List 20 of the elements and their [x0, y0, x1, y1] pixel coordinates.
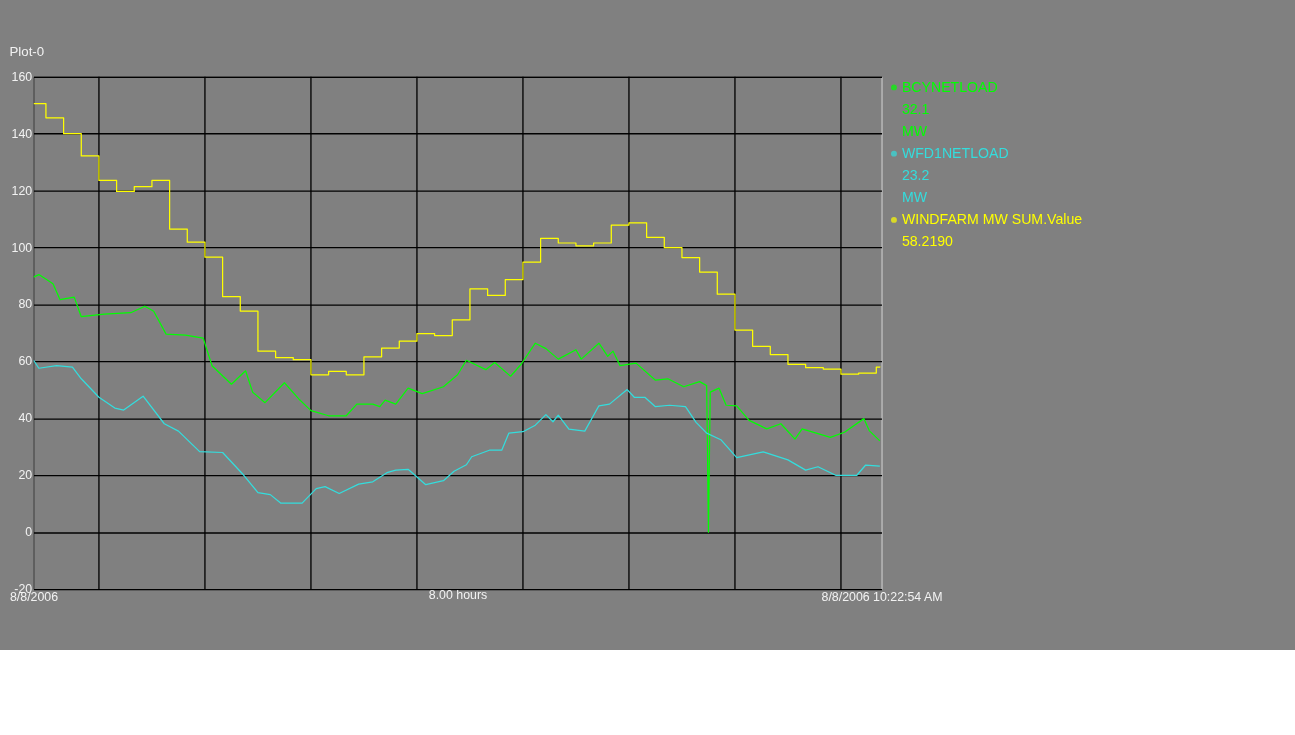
y-tick-label: 20 — [18, 468, 33, 483]
y-tick-label: 160 — [11, 69, 33, 84]
y-tick-label: 80 — [18, 297, 33, 312]
text: 32.1 MW — [901, 100, 930, 139]
legend-label: WINDFARM MW SUM.Value — [901, 211, 1083, 228]
x-axis-title: 8.00 hours — [428, 588, 488, 603]
y-tick-label: 60 — [18, 354, 33, 369]
y-tick-label: 120 — [11, 183, 33, 198]
y-tick-label: 100 — [11, 240, 33, 255]
text: 23.2 MW — [901, 167, 930, 206]
line-series — [33, 359, 881, 504]
text: 58.2190 — [901, 233, 954, 250]
x-tick-label: 8/8/2006 10:22:54 AM — [821, 590, 943, 605]
legend-label: BCYNETLOAD — [901, 78, 998, 95]
chart-title: Plot-0 — [9, 43, 45, 59]
line-series — [33, 273, 881, 533]
y-tick-label: 140 — [11, 126, 33, 141]
y-tick-label: 40 — [18, 411, 33, 426]
y-tick-label: 0 — [25, 525, 33, 540]
legend-label: WFD1NETLOAD — [901, 145, 1009, 162]
